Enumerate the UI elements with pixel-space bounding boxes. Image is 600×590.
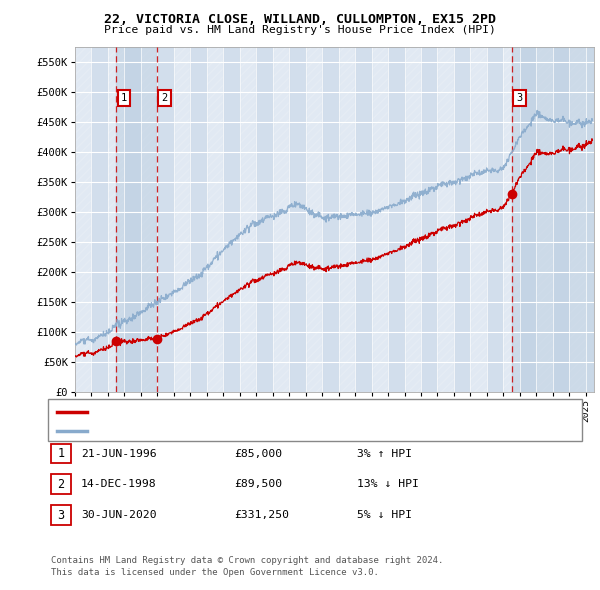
Bar	[437, 47, 454, 392]
Bar	[273, 47, 289, 392]
Bar	[108, 47, 124, 392]
Bar	[141, 47, 157, 392]
Text: Contains HM Land Registry data © Crown copyright and database right 2024.
This d: Contains HM Land Registry data © Crown c…	[51, 556, 443, 576]
Text: 1: 1	[121, 93, 127, 103]
Text: 30-JUN-2020: 30-JUN-2020	[81, 510, 157, 520]
Bar	[124, 47, 141, 392]
Text: 2: 2	[58, 478, 64, 491]
Bar	[207, 47, 223, 392]
Text: 13% ↓ HPI: 13% ↓ HPI	[357, 480, 419, 489]
Bar	[223, 47, 240, 392]
Bar	[322, 47, 338, 392]
Bar	[240, 47, 256, 392]
Bar	[470, 47, 487, 392]
Bar	[454, 47, 470, 392]
Bar	[91, 47, 108, 392]
Bar	[404, 47, 421, 392]
Bar	[371, 47, 388, 392]
Bar	[256, 47, 273, 392]
Bar	[289, 47, 305, 392]
Text: £331,250: £331,250	[234, 510, 289, 520]
Bar	[569, 47, 586, 392]
Bar	[75, 47, 91, 392]
Text: 2: 2	[161, 93, 168, 103]
Text: 22, VICTORIA CLOSE, WILLAND, CULLOMPTON, EX15 2PD (detached house): 22, VICTORIA CLOSE, WILLAND, CULLOMPTON,…	[93, 407, 489, 417]
Text: 22, VICTORIA CLOSE, WILLAND, CULLOMPTON, EX15 2PD: 22, VICTORIA CLOSE, WILLAND, CULLOMPTON,…	[104, 13, 496, 26]
Bar	[355, 47, 371, 392]
Text: 1: 1	[58, 447, 64, 460]
Text: 5% ↓ HPI: 5% ↓ HPI	[357, 510, 412, 520]
Text: 3: 3	[517, 93, 523, 103]
Bar	[190, 47, 207, 392]
Text: 21-JUN-1996: 21-JUN-1996	[81, 449, 157, 458]
Text: HPI: Average price, detached house, Mid Devon: HPI: Average price, detached house, Mid …	[93, 426, 363, 435]
Bar	[338, 47, 355, 392]
Bar	[116, 47, 157, 392]
Bar	[305, 47, 322, 392]
Text: £85,000: £85,000	[234, 449, 282, 458]
Bar	[487, 47, 503, 392]
Bar	[388, 47, 404, 392]
Text: 3% ↑ HPI: 3% ↑ HPI	[357, 449, 412, 458]
Bar	[536, 47, 553, 392]
Bar	[520, 47, 536, 392]
Bar	[174, 47, 190, 392]
Bar	[553, 47, 569, 392]
Bar	[512, 47, 594, 392]
Text: £89,500: £89,500	[234, 480, 282, 489]
Bar	[421, 47, 437, 392]
Text: Price paid vs. HM Land Registry's House Price Index (HPI): Price paid vs. HM Land Registry's House …	[104, 25, 496, 35]
Text: 3: 3	[58, 509, 64, 522]
Bar	[503, 47, 520, 392]
Bar	[157, 47, 174, 392]
Text: 14-DEC-1998: 14-DEC-1998	[81, 480, 157, 489]
